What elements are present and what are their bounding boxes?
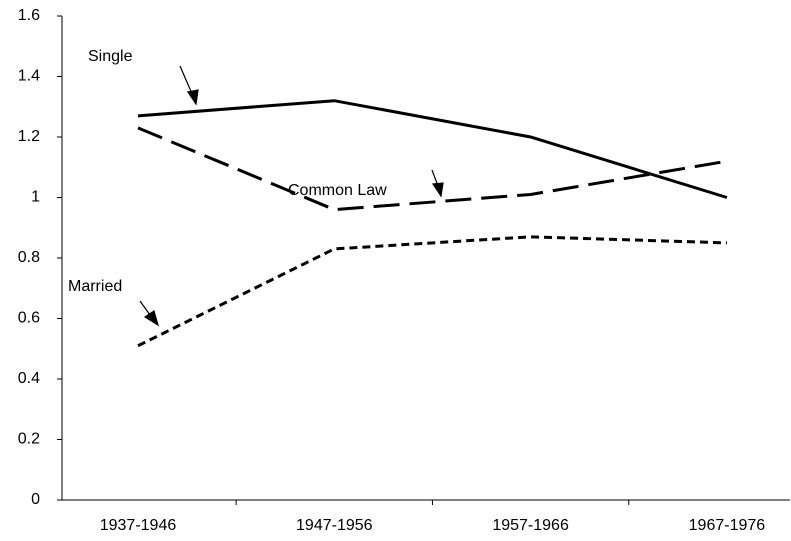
- series-annotation: Single: [88, 48, 133, 65]
- y-tick-label: 0.2: [18, 431, 40, 448]
- y-tick-label: 0: [31, 491, 40, 508]
- x-tick-label: 1967-1976: [689, 517, 766, 534]
- y-tick-label: 1: [31, 189, 40, 206]
- series-line: [137, 126, 728, 212]
- arrow: [139, 300, 151, 316]
- series-line: [137, 235, 727, 348]
- arrow-head: [187, 89, 199, 106]
- arrow-head: [431, 182, 444, 198]
- y-tick-label: 0.6: [18, 310, 40, 327]
- y-tick-label: 1.2: [18, 128, 40, 145]
- y-tick-label: 0.4: [18, 370, 40, 387]
- series-annotation: Married: [68, 278, 122, 295]
- x-tick-label: 1957-1966: [492, 517, 569, 534]
- arrow-head: [143, 310, 160, 327]
- x-tick-label: 1947-1956: [296, 517, 373, 534]
- series-line: [137, 99, 728, 199]
- annotation-arrows: [139, 65, 444, 327]
- x-tick-label: 1937-1946: [100, 517, 177, 534]
- y-tick-label: 1.4: [18, 68, 40, 85]
- y-tick-label: 0.8: [18, 249, 40, 266]
- y-tick-label: 1.6: [18, 7, 40, 24]
- series-annotation: Common Law: [288, 182, 387, 199]
